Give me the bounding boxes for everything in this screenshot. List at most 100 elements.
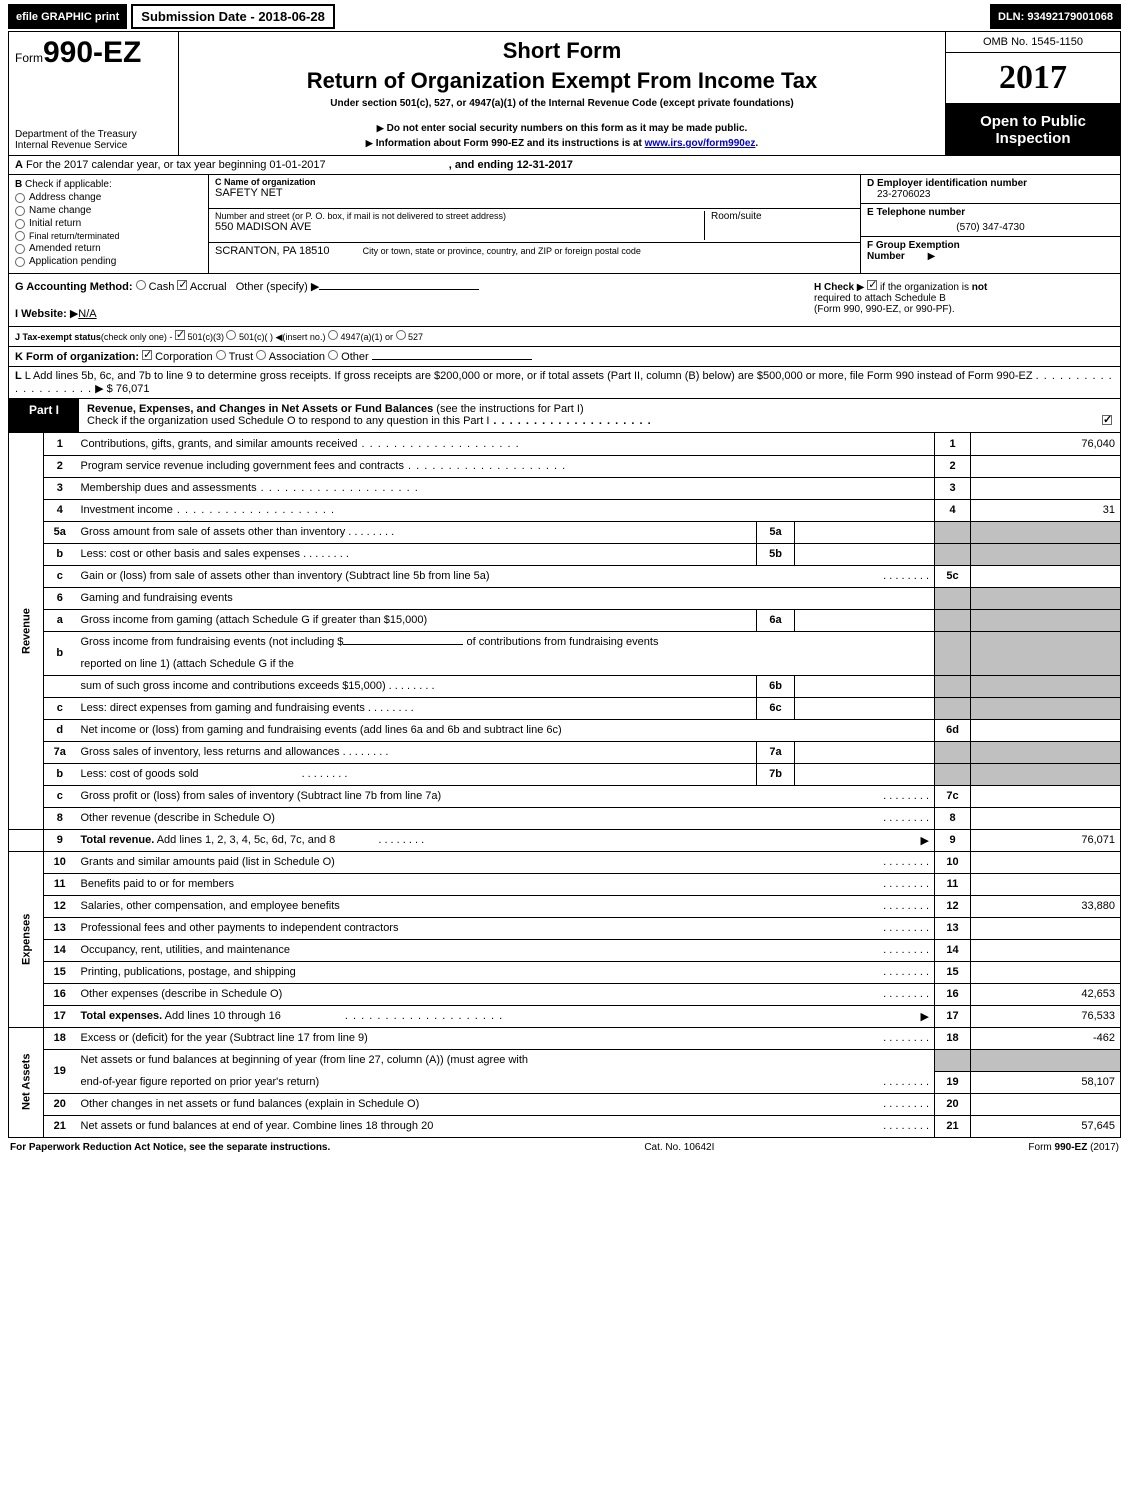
sub-num: 7b [757, 763, 795, 785]
grey-cell [971, 675, 1121, 697]
part-i-schedule-o-checkbox[interactable] [1102, 415, 1112, 425]
submission-date: Submission Date - 2018-06-28 [131, 4, 335, 29]
fundraising-amount-blank[interactable] [343, 644, 463, 645]
section-g-h-i-block: G Accounting Method: Cash Accrual Other … [8, 274, 1121, 327]
line-num: b [44, 763, 76, 785]
grey-cell [935, 521, 971, 543]
check-application-pending[interactable]: Application pending [15, 256, 202, 267]
open-public-line-1: Open to Public [950, 113, 1116, 130]
dept-line-2: Internal Revenue Service [15, 140, 172, 151]
line-num: a [44, 609, 76, 631]
line-20-row: 20 Other changes in net assets or fund b… [9, 1093, 1121, 1115]
dln-badge: DLN: 93492179001068 [990, 4, 1121, 29]
city-value: SCRANTON, PA 18510 [215, 245, 330, 257]
line-7b-row: b Less: cost of goods sold 7b [9, 763, 1121, 785]
line-num: 15 [44, 961, 76, 983]
line-desc: Other changes in net assets or fund bala… [81, 1098, 420, 1110]
line-num: 5a [44, 521, 76, 543]
e-telephone-label: E Telephone number [867, 207, 1114, 218]
line-rnum: 6d [935, 719, 971, 741]
line-rnum: 15 [935, 961, 971, 983]
check-label: Application pending [29, 256, 116, 267]
line-14-row: 14 Occupancy, rent, utilities, and maint… [9, 939, 1121, 961]
sub-num: 7a [757, 741, 795, 763]
k-corp: Corporation [155, 351, 212, 363]
check-amended-return[interactable]: Amended return [15, 243, 202, 254]
line-value [971, 851, 1121, 873]
return-title: Return of Organization Exempt From Incom… [189, 68, 935, 94]
line-rnum: 3 [935, 477, 971, 499]
line-4-row: 4 Investment income 4 31 [9, 499, 1121, 521]
info-link[interactable]: www.irs.gov/form990ez [645, 138, 756, 149]
line-desc: Gross sales of inventory, less returns a… [81, 746, 340, 758]
radio-icon[interactable] [396, 330, 406, 340]
k-other-blank[interactable] [372, 359, 532, 360]
h-not: not [972, 282, 988, 293]
checkbox-accrual[interactable] [177, 280, 187, 290]
i-website-label: I Website: [15, 308, 67, 320]
footer-right-form: 990-EZ [1055, 1142, 1088, 1153]
g-other-blank[interactable] [319, 289, 479, 290]
radio-icon[interactable] [216, 350, 226, 360]
check-label: Amended return [29, 243, 101, 254]
line-desc: Less: cost of goods sold [81, 768, 199, 780]
line-num: 20 [44, 1093, 76, 1115]
h-checkbox[interactable] [867, 280, 877, 290]
line-num: 6 [44, 587, 76, 609]
check-label: Initial return [29, 218, 81, 229]
k-assoc: Association [269, 351, 325, 363]
info-text: Information about Form 990-EZ and its in… [376, 138, 645, 149]
address-value: 550 MADISON AVE [215, 221, 704, 233]
line-num: 18 [44, 1027, 76, 1049]
line-6b-pre-row: b Gross income from fundraising events (… [9, 631, 1121, 653]
radio-icon[interactable] [328, 330, 338, 340]
line-value [971, 719, 1121, 741]
line-desc: sum of such gross income and contributio… [81, 680, 386, 692]
j-subtext: (check only one) - [101, 332, 173, 342]
line-7c-row: c Gross profit or (loss) from sales of i… [9, 785, 1121, 807]
line-desc: Less: direct expenses from gaming and fu… [81, 702, 365, 714]
j-opt3: 4947(a)(1) or [340, 332, 393, 342]
grey-cell [971, 741, 1121, 763]
check-final-return[interactable]: Final return/terminated [15, 231, 202, 241]
line-rnum: 13 [935, 917, 971, 939]
line-value: -462 [971, 1027, 1121, 1049]
l-amount: $ 76,071 [107, 383, 150, 395]
line-value [971, 455, 1121, 477]
line-value: 42,653 [971, 983, 1121, 1005]
radio-icon[interactable] [226, 330, 236, 340]
line-value [971, 873, 1121, 895]
j-opt1: 501(c)(3) [187, 332, 224, 342]
k-corp-checkbox[interactable] [142, 350, 152, 360]
g-label: G Accounting Method: [15, 281, 133, 293]
g-accrual: Accrual [190, 281, 227, 293]
omb-number: OMB No. 1545-1150 [946, 32, 1120, 53]
j-501c3-checkbox[interactable] [175, 330, 185, 340]
line-value: 76,040 [971, 433, 1121, 455]
line-2-row: 2 Program service revenue including gove… [9, 455, 1121, 477]
check-name-change[interactable]: Name change [15, 205, 202, 216]
line-rnum: 12 [935, 895, 971, 917]
line-6d-row: d Net income or (loss) from gaming and f… [9, 719, 1121, 741]
radio-icon[interactable] [256, 350, 266, 360]
form-header: Form990-EZ Department of the Treasury In… [8, 31, 1121, 156]
grey-cell [971, 763, 1121, 785]
line-desc: Printing, publications, postage, and shi… [81, 966, 296, 978]
line-19-row: 19 Net assets or fund balances at beginn… [9, 1049, 1121, 1071]
check-address-change[interactable]: Address change [15, 192, 202, 203]
address-label: Number and street (or P. O. box, if mail… [215, 211, 704, 221]
line-desc: Less: cost or other basis and sales expe… [81, 548, 301, 560]
line-6b-row: sum of such gross income and contributio… [9, 675, 1121, 697]
line-num: d [44, 719, 76, 741]
line-desc: Net income or (loss) from gaming and fun… [81, 724, 562, 736]
line-num: 8 [44, 807, 76, 829]
radio-icon[interactable] [136, 280, 146, 290]
line-num: 13 [44, 917, 76, 939]
f-label-2: Number [867, 251, 905, 262]
radio-icon[interactable] [328, 350, 338, 360]
line-num: 2 [44, 455, 76, 477]
line-num: 4 [44, 499, 76, 521]
h-label: H Check [814, 282, 854, 293]
check-initial-return[interactable]: Initial return [15, 218, 202, 229]
open-to-public-badge: Open to Public Inspection [946, 104, 1120, 155]
